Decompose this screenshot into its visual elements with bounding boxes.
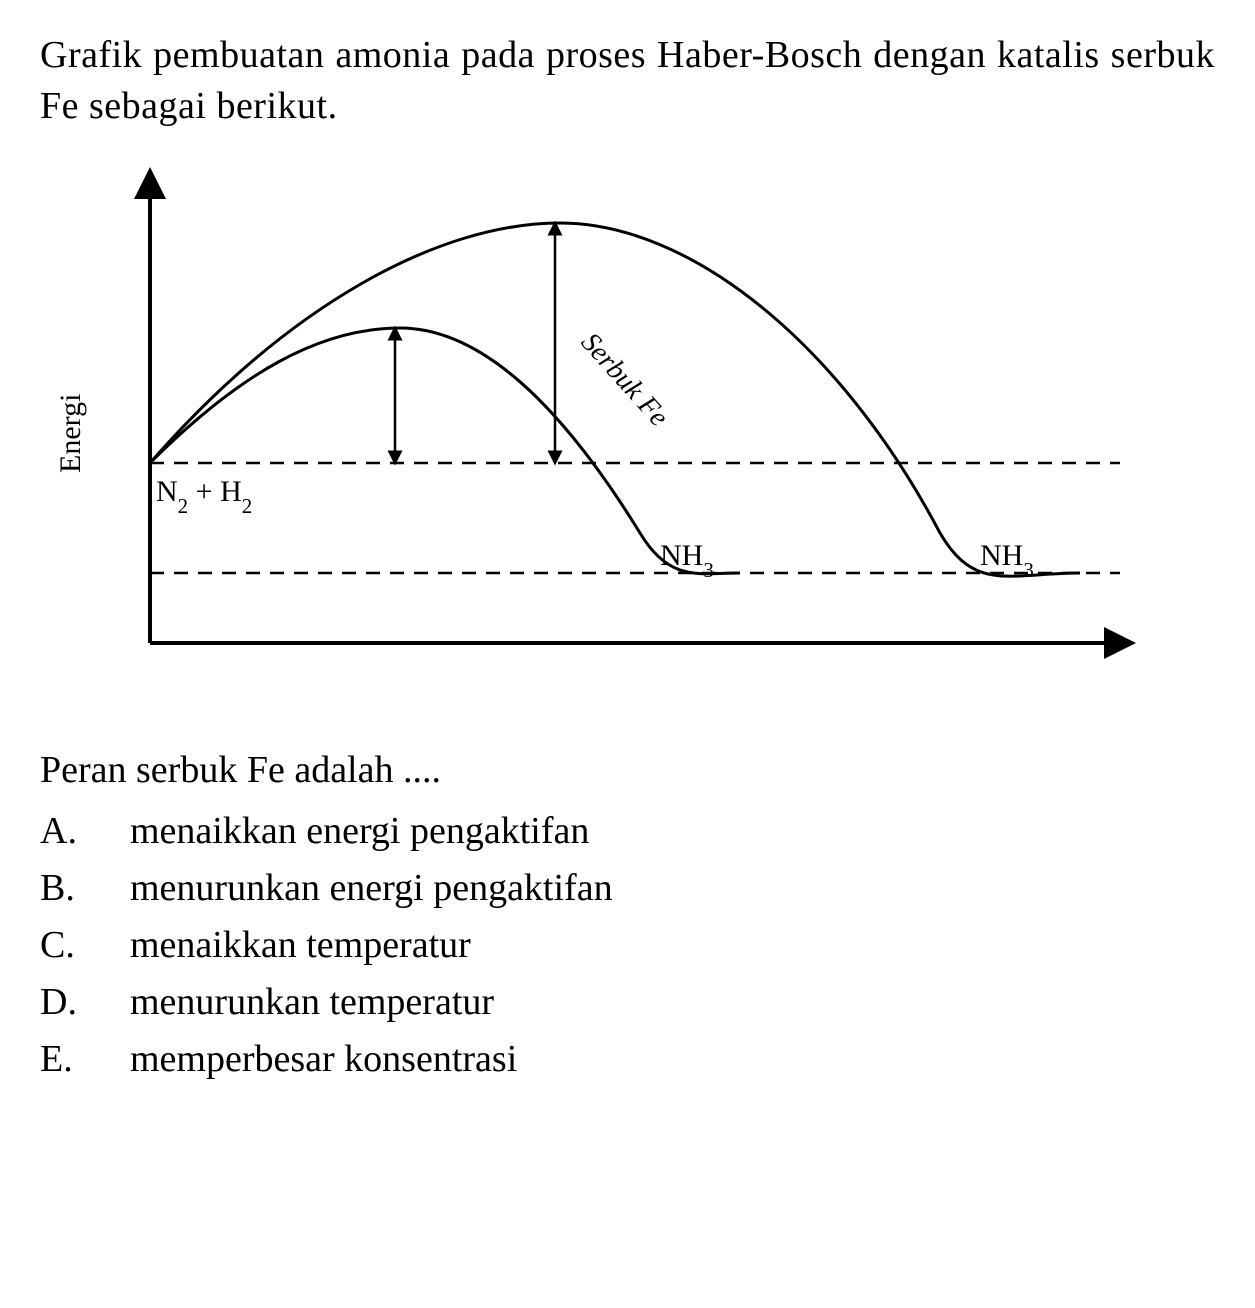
- option-d-letter: D.: [40, 974, 100, 1031]
- option-a-text: menaikkan energi pengaktifan: [130, 803, 589, 860]
- option-e-text: memperbesar konsentrasi: [130, 1031, 517, 1088]
- option-e-letter: E.: [40, 1031, 100, 1088]
- option-e: E. memperbesar konsentrasi: [40, 1031, 1215, 1088]
- option-d: D. menurunkan temperatur: [40, 974, 1215, 1031]
- reactant-label: N2 + H2: [156, 475, 252, 518]
- option-b-text: menurunkan energi pengaktifan: [130, 860, 613, 917]
- option-a: A. menaikkan energi pengaktifan: [40, 803, 1215, 860]
- intro-text: Grafik pembuatan amonia pada proses Habe…: [40, 30, 1215, 133]
- product-label: NH3: [660, 539, 714, 582]
- energy-chart: EnergiSerbuk FeN2 + H2NH3NH3: [40, 153, 1215, 713]
- option-b: B. menurunkan energi pengaktifan: [40, 860, 1215, 917]
- catalyst-label: Serbuk Fe: [575, 327, 675, 433]
- question-text: Peran serbuk Fe adalah ....: [40, 743, 1215, 798]
- option-c: C. menaikkan temperatur: [40, 917, 1215, 974]
- options-list: A. menaikkan energi pengaktifan B. menur…: [40, 803, 1215, 1088]
- option-c-text: menaikkan temperatur: [130, 917, 471, 974]
- option-c-letter: C.: [40, 917, 100, 974]
- option-a-letter: A.: [40, 803, 100, 860]
- y-axis-label: Energi: [54, 393, 87, 472]
- option-d-text: menurunkan temperatur: [130, 974, 494, 1031]
- energy-chart-svg: EnergiSerbuk FeN2 + H2NH3NH3: [40, 153, 1160, 713]
- option-b-letter: B.: [40, 860, 100, 917]
